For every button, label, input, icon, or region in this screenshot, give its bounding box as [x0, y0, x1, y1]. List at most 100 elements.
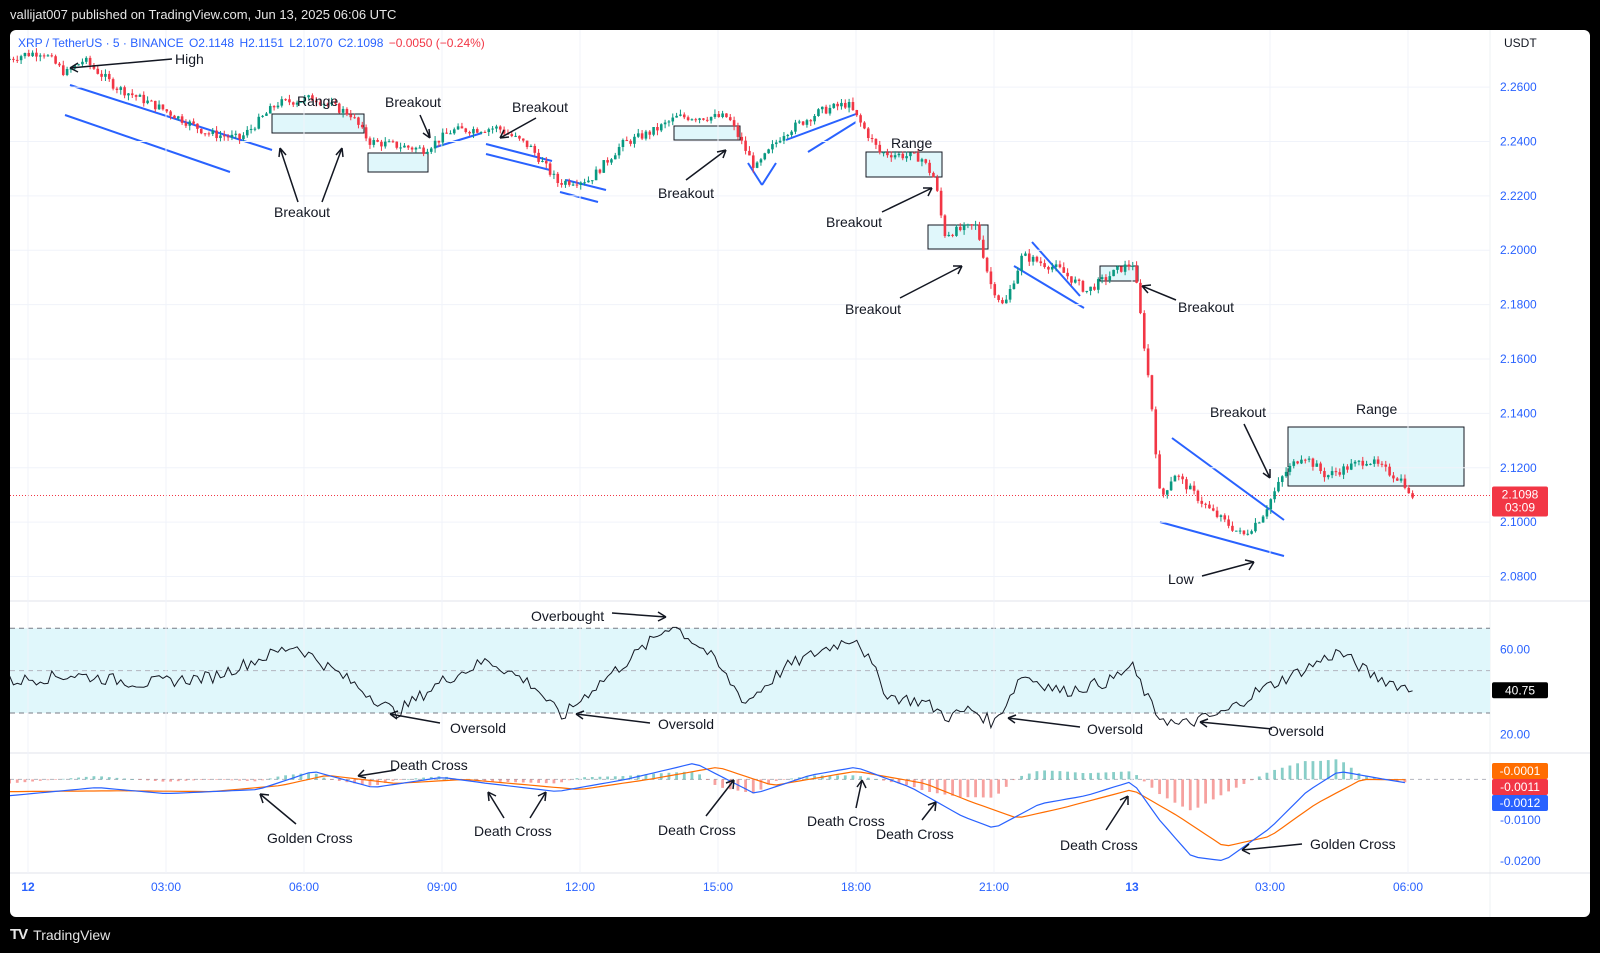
macd-histogram-bar: [1334, 759, 1338, 780]
currency-label[interactable]: USDT: [1504, 36, 1537, 50]
arrow-high[interactable]: [69, 58, 173, 73]
candle-body: [1204, 503, 1207, 505]
candle-body: [10, 58, 11, 60]
macd-histogram-bar: [1035, 771, 1039, 780]
arrow-breakout-4[interactable]: [685, 149, 727, 181]
trendline-9b[interactable]: [1159, 521, 1285, 557]
macd-histogram-bar: [1173, 779, 1177, 803]
macd-histogram-bar: [130, 779, 134, 780]
macd-histogram-bar: [276, 776, 280, 780]
macd-histogram-bar: [92, 776, 96, 780]
trendline-4a[interactable]: [565, 179, 607, 191]
trendline-2[interactable]: [435, 132, 483, 148]
candle-body: [1054, 264, 1058, 267]
macd-histogram-bar: [713, 779, 717, 785]
range-box-1[interactable]: [271, 113, 365, 134]
price-tick-label: 2.1000: [1500, 515, 1537, 529]
macd-histogram-bar: [77, 777, 80, 780]
arrow-breakout-5[interactable]: [881, 187, 933, 213]
arrow-death-cross-4[interactable]: [855, 779, 867, 809]
trendline-8b[interactable]: [1013, 265, 1085, 309]
arrow-death-cross-1[interactable]: [357, 769, 397, 779]
rsi-value-tag-bg: [1492, 682, 1548, 699]
rsi-layer[interactable]: [10, 626, 1413, 730]
range-box-7[interactable]: [1287, 426, 1465, 487]
arrow-breakout-1a[interactable]: [278, 147, 299, 203]
candle-body: [468, 132, 471, 134]
symbol-legend[interactable]: XRP / TetherUS · 5 · BINANCE O2.1148 H2.…: [18, 36, 487, 50]
arrow-low[interactable]: [1201, 559, 1255, 577]
annotation-arrows[interactable]: [69, 58, 1303, 855]
arrow-breakout-7[interactable]: [1141, 284, 1177, 301]
macd-layer[interactable]: [10, 759, 1407, 862]
chart-panel[interactable]: High Range Breakout Breakout Breakout Br…: [10, 30, 1590, 917]
candle-body: [1227, 519, 1230, 526]
trendline-3b[interactable]: [485, 153, 551, 171]
trendline-3a[interactable]: [485, 143, 553, 162]
macd-histogram-bar: [583, 777, 586, 780]
trendline-7b[interactable]: [807, 121, 857, 153]
candle-body: [199, 128, 203, 134]
arrow-death-cross-3[interactable]: [705, 779, 735, 817]
macd-histogram-bar: [552, 779, 556, 784]
range-box-3[interactable]: [673, 125, 741, 141]
macd-histogram-bar: [100, 776, 103, 780]
macd-histogram-bar: [1365, 776, 1368, 780]
chart-svg[interactable]: High Range Breakout Breakout Breakout Br…: [10, 30, 1590, 917]
arrow-golden-cross-2[interactable]: [1241, 843, 1303, 855]
macd-histogram-bar: [935, 779, 939, 794]
arrow-breakout-3[interactable]: [499, 117, 537, 139]
time-tick-label: 12: [21, 880, 35, 894]
arrow-death-cross-6[interactable]: [1105, 795, 1129, 831]
range-box-5[interactable]: [927, 224, 989, 250]
macd-histogram-bar: [644, 774, 648, 780]
trendline-9a[interactable]: [1171, 437, 1285, 521]
arrow-oversold-1[interactable]: [389, 710, 441, 724]
candle-body: [253, 128, 257, 130]
published-text: vallijat007 published on TradingView.com…: [10, 7, 397, 22]
candle-body: [1158, 454, 1161, 489]
trendline-6[interactable]: [761, 162, 777, 186]
candle-body: [1116, 266, 1119, 270]
candle-body: [165, 109, 169, 112]
arrow-breakout-1b[interactable]: [321, 147, 344, 203]
candle-body: [1326, 475, 1330, 478]
trendline-1b[interactable]: [64, 114, 231, 173]
arrow-breakout-8[interactable]: [1243, 423, 1271, 479]
candle-body: [311, 95, 314, 101]
arrow-oversold-3[interactable]: [1007, 714, 1081, 728]
trendline-4b[interactable]: [559, 191, 599, 203]
candle-body: [575, 184, 579, 186]
candle-body: [472, 129, 475, 134]
candles-layer[interactable]: [10, 48, 1414, 536]
arrow-oversold-2[interactable]: [575, 710, 651, 724]
arrow-death-cross-2a[interactable]: [487, 791, 505, 819]
publish-header: vallijat007 published on TradingView.com…: [0, 0, 1600, 30]
arrow-overbought[interactable]: [611, 611, 667, 622]
rsi-value-tag: 40.75: [1492, 682, 1548, 699]
candle-body: [702, 118, 705, 120]
candle-body: [1284, 471, 1288, 477]
macd-histogram-bar: [1219, 779, 1223, 796]
range-box-2[interactable]: [367, 152, 429, 173]
candle-body: [659, 124, 663, 131]
candle-body: [441, 132, 445, 143]
tradingview-logo[interactable]: TV TradingView: [10, 917, 110, 953]
arrow-oversold-4[interactable]: [1199, 718, 1273, 730]
candle-body: [475, 129, 479, 133]
candle-body: [288, 99, 291, 103]
arrow-golden-cross-1[interactable]: [259, 793, 297, 825]
candle-body: [763, 153, 767, 160]
arrow-breakout-2[interactable]: [419, 114, 431, 139]
arrow-death-cross-2b[interactable]: [529, 791, 547, 819]
candle-body: [874, 138, 878, 145]
candle-body: [303, 97, 307, 102]
arrow-death-cross-5[interactable]: [921, 801, 937, 821]
macd-histogram-bar: [1089, 773, 1092, 780]
macd-histogram-bar: [1181, 779, 1184, 807]
legend-symbol[interactable]: XRP / TetherUS · 5 · BINANCE: [18, 36, 184, 50]
arrow-breakout-6[interactable]: [899, 265, 963, 299]
trendline-7a[interactable]: [785, 113, 857, 141]
macd-histogram-bar: [981, 779, 985, 798]
trendline-5[interactable]: [747, 162, 763, 186]
